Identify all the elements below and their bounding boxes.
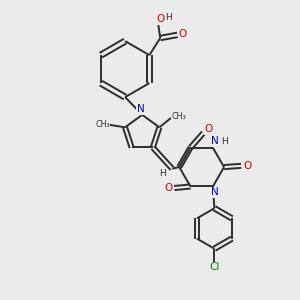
Text: CH₃: CH₃ bbox=[95, 120, 110, 129]
Text: H: H bbox=[159, 169, 166, 178]
Text: H: H bbox=[221, 137, 228, 146]
Text: O: O bbox=[157, 14, 165, 24]
Text: Cl: Cl bbox=[209, 262, 220, 272]
Text: CH₃: CH₃ bbox=[171, 112, 186, 121]
Text: O: O bbox=[204, 124, 212, 134]
Text: N: N bbox=[137, 104, 145, 114]
Text: O: O bbox=[243, 161, 251, 171]
Text: O: O bbox=[164, 183, 172, 193]
Text: H: H bbox=[165, 13, 172, 22]
Text: O: O bbox=[179, 29, 187, 39]
Text: N: N bbox=[212, 136, 219, 146]
Text: N: N bbox=[212, 187, 219, 197]
